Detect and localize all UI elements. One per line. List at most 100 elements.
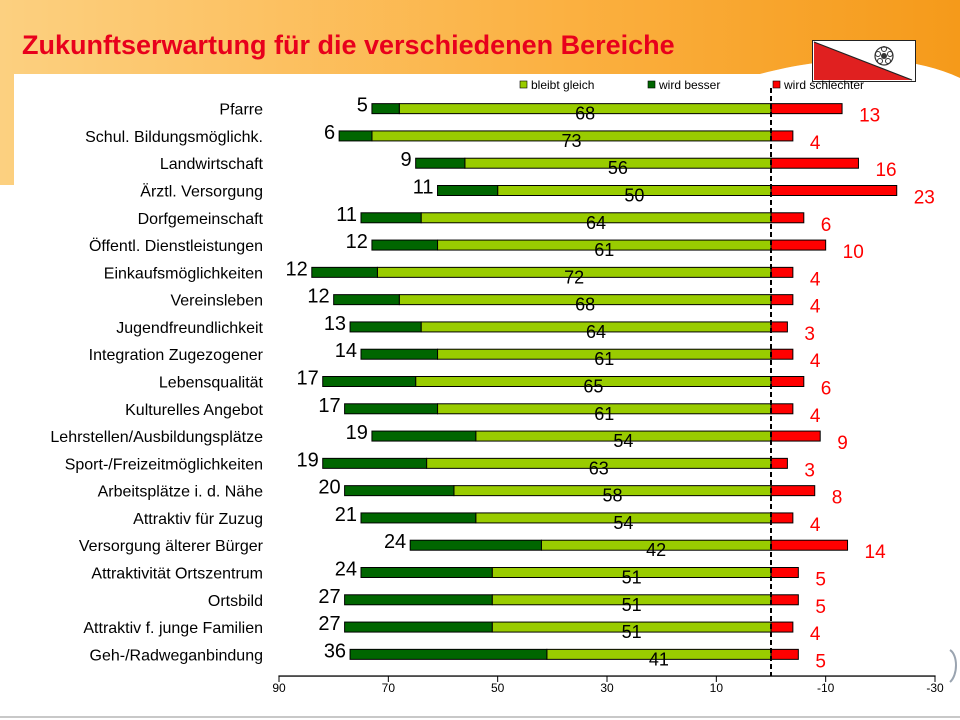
data-label-bleibt-gleich: 63	[589, 458, 609, 478]
category-label: Geh-/Radweganbindung	[90, 647, 263, 664]
data-label-wird-besser: 12	[307, 286, 329, 308]
data-label-wird-schlechter: 14	[865, 542, 887, 563]
legend-label-wird-schlechter: wird schlechter	[783, 78, 864, 92]
data-label-wird-besser: 27	[318, 613, 340, 635]
data-label-wird-besser: 17	[318, 395, 340, 417]
data-label-wird-schlechter: 4	[810, 351, 821, 372]
category-label: Sport-/Freizeitmöglichkeiten	[65, 456, 263, 473]
data-label-bleibt-gleich: 41	[649, 649, 669, 669]
category-label: Jugendfreundlichkeit	[116, 320, 263, 337]
bar-wird-schlechter	[770, 321, 788, 333]
data-label-wird-schlechter: 5	[815, 597, 826, 618]
data-label-wird-schlechter: 6	[821, 379, 832, 400]
category-label: Ärztl. Versorgung	[140, 183, 263, 201]
bar-wird-besser	[437, 185, 499, 196]
data-label-wird-schlechter: 23	[914, 188, 935, 209]
bar-wird-schlechter	[770, 266, 794, 278]
bar-wird-schlechter	[770, 485, 816, 497]
bar-wird-besser	[333, 294, 400, 306]
category-label: Pfarre	[219, 102, 263, 119]
data-label-wird-schlechter: 4	[810, 269, 821, 290]
bar-wird-schlechter	[770, 157, 859, 169]
data-label-wird-besser: 13	[324, 313, 346, 335]
bar-wird-schlechter	[770, 567, 799, 578]
bar-wird-schlechter	[770, 294, 794, 306]
bar-wird-besser	[409, 539, 542, 551]
bar-wird-besser	[415, 157, 466, 169]
data-label-wird-besser: 19	[346, 422, 368, 444]
category-label: Attraktiv für Zuzug	[133, 511, 263, 528]
bottom-divider	[0, 716, 960, 718]
data-label-bleibt-gleich: 51	[622, 622, 642, 642]
category-label: Lehrstellen/Ausbildungsplätze	[50, 429, 263, 446]
bar-wird-besser	[360, 512, 477, 524]
data-label-wird-besser: 20	[318, 477, 340, 499]
data-label-wird-schlechter: 3	[804, 460, 815, 481]
bar-wird-besser	[371, 430, 477, 442]
category-label: Öffentl. Dienstleistungen	[89, 237, 263, 255]
data-label-wird-schlechter: 13	[859, 106, 880, 127]
data-label-wird-schlechter: 8	[832, 488, 843, 509]
bar-wird-besser	[371, 103, 400, 115]
bar-wird-besser	[360, 212, 422, 224]
data-label-wird-besser: 6	[324, 122, 335, 144]
bar-wird-besser	[349, 321, 422, 333]
legend-label-wird-besser: wird besser	[658, 78, 720, 92]
bar-wird-besser	[344, 621, 493, 633]
bar-wird-besser	[344, 403, 439, 415]
data-label-wird-schlechter: 6	[821, 215, 832, 236]
data-label-bleibt-gleich: 54	[613, 513, 633, 533]
data-label-bleibt-gleich: 72	[564, 267, 584, 287]
data-label-wird-schlechter: 5	[815, 570, 826, 591]
data-label-bleibt-gleich: 54	[613, 431, 633, 451]
data-label-wird-schlechter: 4	[810, 624, 821, 645]
data-label-wird-besser: 11	[336, 204, 357, 226]
x-tick-label: 10	[710, 681, 724, 695]
data-label-bleibt-gleich: 58	[602, 486, 622, 506]
bar-wird-schlechter	[770, 594, 799, 606]
data-label-bleibt-gleich: 61	[594, 404, 614, 424]
data-label-bleibt-gleich: 73	[561, 131, 581, 151]
bar-wird-schlechter	[770, 239, 827, 251]
bar-wird-besser	[322, 457, 428, 469]
category-label: Integration Zugezogener	[89, 347, 264, 364]
data-label-wird-besser: 12	[346, 231, 368, 253]
data-label-bleibt-gleich: 64	[586, 213, 606, 233]
legend-swatch-wird-schlechter	[772, 80, 781, 89]
bar-wird-besser	[338, 130, 373, 142]
category-label: Ortsbild	[208, 593, 263, 610]
category-label: Schul. Bildungsmöglichk.	[85, 129, 263, 146]
data-label-bleibt-gleich: 64	[586, 322, 606, 342]
category-label: Einkaufsmöglichkeiten	[104, 265, 263, 282]
data-label-bleibt-gleich: 68	[575, 295, 595, 315]
category-label: Dorfgemeinschaft	[138, 211, 264, 228]
data-label-wird-schlechter: 4	[810, 297, 821, 318]
legend-swatch-wird-besser	[647, 80, 656, 89]
data-label-wird-besser: 17	[296, 368, 318, 390]
data-label-wird-schlechter: 4	[810, 133, 821, 154]
bar-wird-schlechter	[770, 648, 799, 660]
bar-wird-besser	[349, 648, 548, 660]
data-label-bleibt-gleich: 68	[575, 104, 595, 124]
bar-wird-schlechter	[770, 512, 794, 524]
x-tick-label: -30	[926, 681, 944, 695]
bar-wird-besser	[344, 594, 493, 606]
category-label: Attraktiv f. junge Familien	[83, 620, 263, 637]
x-tick-label: 90	[272, 681, 286, 695]
data-label-bleibt-gleich: 61	[594, 349, 614, 369]
legend: bleibt gleich wird besser wird schlechte…	[519, 78, 864, 92]
bar-wird-schlechter	[770, 103, 843, 115]
data-label-wird-besser: 19	[296, 449, 318, 471]
bar-wird-besser	[322, 376, 417, 387]
bar-wird-schlechter	[770, 376, 805, 387]
data-label-wird-besser: 14	[335, 340, 357, 362]
bar-wird-besser	[344, 485, 455, 497]
legend-label-bleibt-gleich: bleibt gleich	[531, 78, 594, 92]
data-label-bleibt-gleich: 65	[583, 377, 603, 397]
bar-wird-schlechter	[770, 185, 898, 196]
bar-wird-besser	[360, 348, 439, 360]
coat-of-arms-icon	[812, 40, 916, 82]
